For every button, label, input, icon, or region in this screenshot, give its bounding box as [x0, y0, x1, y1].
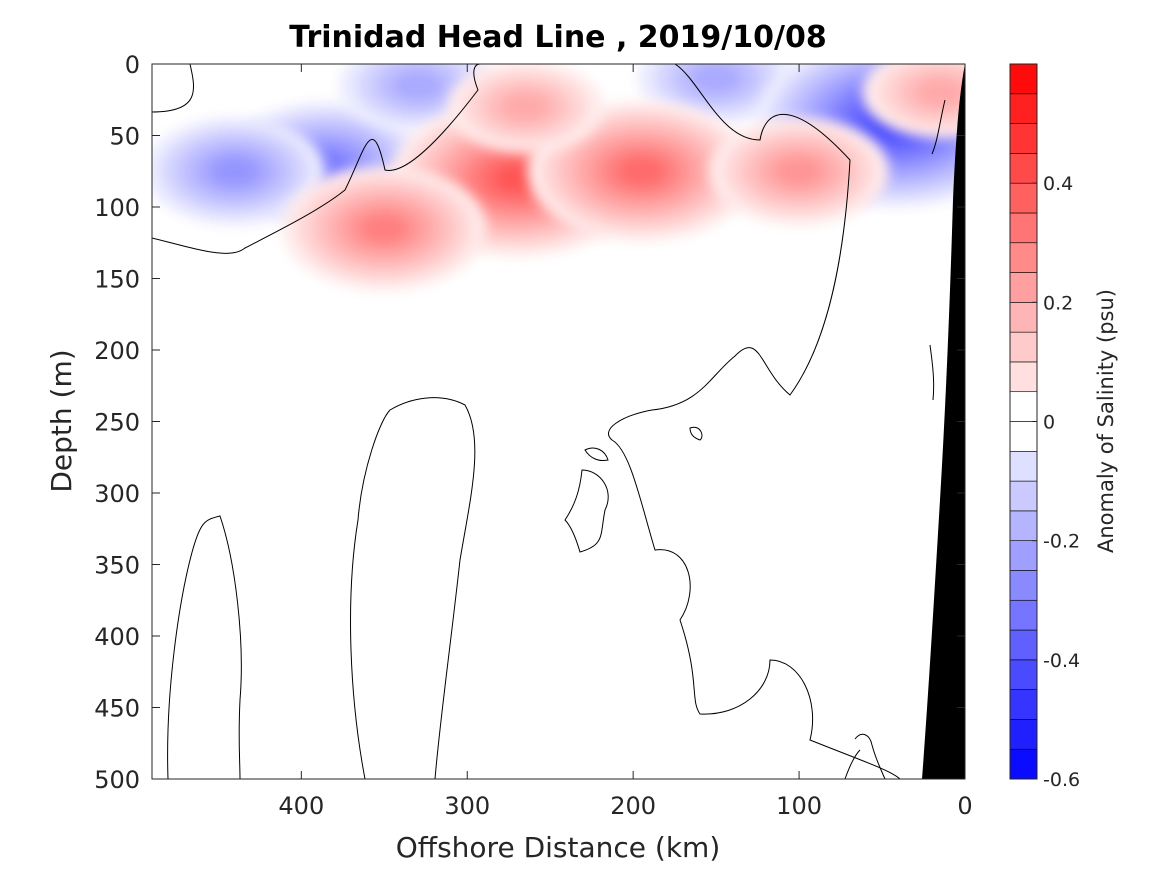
anomaly-feature-positive: [282, 166, 487, 291]
y-tick-label: 150: [94, 266, 140, 294]
zero-contours: [152, 64, 946, 779]
colorbar-segment: [1009, 689, 1038, 720]
colorbar-tick-label: -0.6: [1043, 769, 1080, 791]
anomaly-feature-positive: [447, 64, 604, 153]
colorbar-segment: [1009, 182, 1038, 214]
x-tick-label: 200: [610, 792, 656, 820]
y-tick-label: 350: [94, 552, 140, 580]
colorbar-segment: [1009, 480, 1038, 512]
x-axis: 400 300 200 100 0: [278, 64, 973, 820]
colorbar-tick-label: 0.4: [1043, 173, 1073, 195]
zero-contour-island-1: [167, 515, 242, 779]
zero-contour-island-2: [350, 397, 476, 779]
y-axis-label: Depth (m): [45, 349, 78, 492]
colorbar-segment: [1009, 659, 1038, 690]
y-tick-label: 50: [109, 123, 140, 151]
y-tick-label: 400: [94, 623, 140, 651]
x-tick-label: 100: [776, 792, 822, 820]
anomaly-level: [391, 70, 444, 101]
y-tick-label: 250: [94, 409, 140, 437]
colorbar-segment: [1009, 361, 1038, 393]
x-tick-label: 400: [278, 792, 324, 820]
colorbar-segment: [1009, 599, 1038, 631]
colorbar-segment: [1009, 540, 1038, 571]
x-axis-label: Offshore Distance (km): [396, 831, 721, 864]
y-tick-label: 500: [94, 766, 140, 794]
colorbar-tick-label: 0.2: [1043, 292, 1073, 314]
y-tick-label: 200: [94, 337, 140, 365]
colorbar-segment: [1009, 272, 1038, 303]
colorbar-segment: [1009, 391, 1038, 422]
zero-contour-nearshore: [844, 99, 946, 779]
colorbar-tick-label: -0.4: [1043, 650, 1080, 672]
anomaly-level: [360, 214, 408, 243]
anomaly-level: [690, 64, 743, 94]
colorbar-segment: [1009, 450, 1038, 482]
colorbar-segment: [1009, 421, 1038, 452]
anomaly-level: [774, 156, 824, 186]
colorbar-segment: [1009, 302, 1038, 333]
colorbar-segment: [1009, 331, 1038, 363]
colorbar-segment: [1009, 719, 1038, 750]
y-tick-label: 100: [94, 194, 140, 222]
anomaly-field: [152, 64, 965, 291]
x-tick-label: 300: [444, 792, 490, 820]
y-axis: 0 50 100 150 200 250 300 350 400 450 500: [94, 51, 965, 794]
anomaly-level: [210, 156, 260, 186]
colorbar-segment: [1009, 629, 1038, 661]
anomaly-feature-negative: [152, 117, 325, 226]
zero-contour-small-1: [564, 426, 703, 553]
chart-title: Trinidad Head Line , 2019/10/08: [289, 20, 826, 55]
colorbar-segment: [1009, 93, 1038, 124]
colorbar-segment: [1009, 212, 1038, 244]
anomaly-level: [914, 77, 965, 108]
colorbar-label: Anomaly of Salinity (psu): [1094, 289, 1118, 553]
zero-contour-upper: [152, 64, 901, 779]
anomaly-feature-positive: [709, 117, 890, 226]
seafloor-topography: [922, 64, 965, 779]
colorbar-segment: [1009, 153, 1038, 184]
anomaly-feature-positive: [527, 101, 756, 242]
y-tick-label: 0: [125, 51, 140, 79]
colorbar-segment: [1009, 123, 1038, 154]
colorbar-segment: [1009, 242, 1038, 273]
colorbar-segment: [1009, 63, 1038, 95]
anomaly-feature-positive: [862, 64, 965, 139]
colorbar: -0.6 -0.4 -0.2 0 0.2 0.4: [1009, 63, 1080, 791]
colorbar-segment: [1009, 510, 1038, 541]
colorbar-tick-label: -0.2: [1043, 531, 1080, 553]
colorbar-tick-label: 0: [1043, 412, 1055, 434]
colorbar-segment: [1009, 570, 1038, 601]
anomaly-level: [618, 157, 665, 186]
x-tick-label: 0: [957, 792, 972, 820]
y-tick-label: 300: [94, 480, 140, 508]
colorbar-segment: [1009, 748, 1038, 780]
y-tick-label: 450: [94, 695, 140, 723]
anomaly-level: [499, 91, 552, 123]
